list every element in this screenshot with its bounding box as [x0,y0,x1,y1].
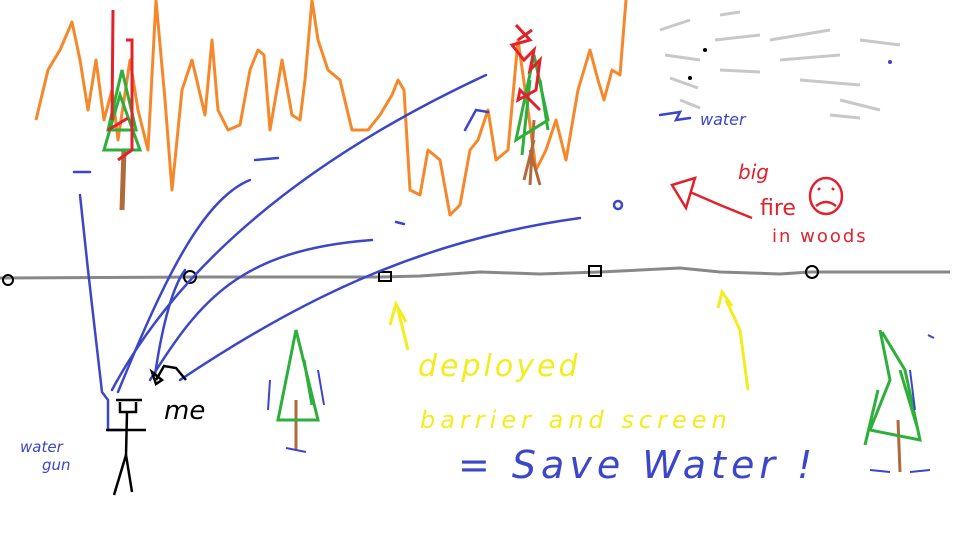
barrier-line [0,265,950,286]
water-streams [72,73,692,432]
tree-center [267,329,325,453]
tree-right [863,329,935,473]
label-big: big [738,160,769,184]
label-water-gun-line2: gun [42,456,71,474]
label-water-gun-line1: water [20,438,63,456]
burning-tree-middle [509,23,550,186]
label-deployed: deployed [418,349,581,384]
barrier-arrows [388,288,750,391]
label-fire: fire [760,196,796,221]
burning-tree-left [102,9,143,211]
label-barrier-and-screen: barrier and screen [420,406,732,434]
label-water: water [700,110,746,129]
stick-figure-me [106,364,187,496]
sad-face-icon [808,176,844,216]
label-save-water: = Save Water ! [458,443,818,487]
label-in-woods: in woods [772,226,868,247]
fire-arrow [670,176,753,220]
smoke-cloud [659,10,901,120]
label-me: me [164,396,206,426]
